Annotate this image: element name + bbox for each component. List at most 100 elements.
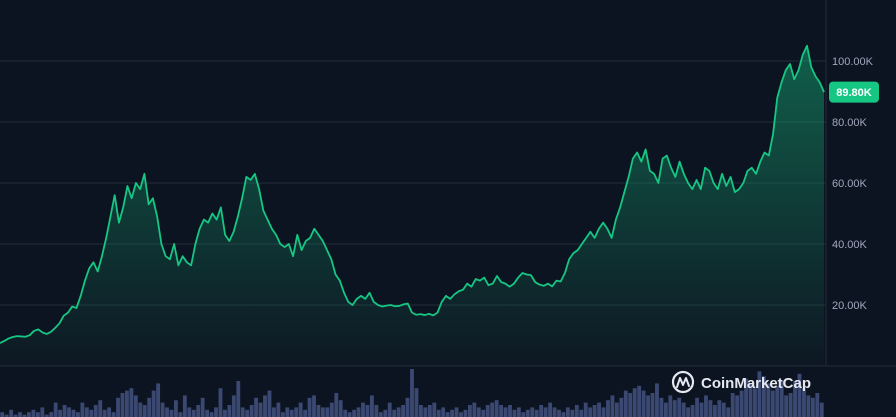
volume-bar [735,395,740,417]
volume-bar [205,409,210,417]
volume-bar [58,409,63,417]
volume-bar [316,405,321,417]
volume-bar [31,409,36,417]
volume-bar [508,405,512,417]
volume-bar [236,381,241,417]
volume-bar [267,390,272,417]
volume-bar [606,400,610,417]
volume-bar [49,412,54,417]
volume-bar [463,409,468,417]
volume-bar [481,409,486,417]
volume-bar [35,412,40,417]
y-tick-label: 60.00K [832,178,868,190]
volume-bar [770,390,775,417]
volume-bar [704,395,708,417]
volume-bar [655,383,659,417]
volume-bar [62,405,67,417]
volume-bar [347,412,352,417]
volume-bar [361,402,365,417]
y-tick-label: 40.00K [832,239,868,251]
volume-bar [472,402,477,417]
volume-bar [695,397,699,417]
volume-bar [147,397,152,417]
volume-bar [67,407,71,417]
volume-bar [182,395,187,417]
volume-bar [663,402,668,417]
volume-bar [196,405,201,417]
volume-bar [681,402,686,417]
volume-bar [76,412,80,417]
volume-bar [298,402,303,417]
volume-bar [4,414,9,417]
volume-bar [214,407,218,417]
volume-bar [245,409,250,417]
volume-bar [454,407,459,417]
volume-bars [0,369,824,417]
volume-bar [383,409,388,417]
volume-bar [561,412,566,417]
volume-bar [516,407,521,417]
volume-bar [200,397,205,417]
volume-bar [294,407,299,417]
volume-bar [677,397,682,417]
volume-bar [726,407,731,417]
volume-bar [396,407,401,417]
current-price-badge: 89.80K [829,81,879,103]
volume-bar [53,402,58,417]
volume-bar [623,390,628,417]
price-area [0,45,824,366]
volume-bar [650,393,655,417]
volume-bar [142,405,147,417]
volume-bar [191,409,196,417]
y-axis-ticks: 20.00K 40.00K 60.00K 80.00K 100.00K [832,56,874,312]
volume-bar [450,409,455,417]
volume-bar [543,407,548,417]
volume-bar [592,405,597,417]
volume-bar [819,402,824,417]
volume-bar [712,405,717,417]
volume-bar [784,395,789,417]
volume-bar [525,409,530,417]
volume-bar [619,397,624,417]
volume-bar [374,405,379,417]
volume-bar [169,409,174,417]
volume-bar [133,395,138,417]
volume-bar [775,385,780,417]
volume-bar [151,390,156,417]
coinmarketcap-brand: CoinMarketCap [671,370,811,394]
volume-bar [209,412,214,417]
volume-bar [156,383,161,417]
volume-bar [646,395,650,417]
volume-bar [160,402,165,417]
volume-bar [530,407,535,417]
volume-bar [570,409,575,417]
volume-bar [312,395,316,417]
volume-bar [539,405,544,417]
volume-bar [708,400,713,417]
y-tick-label: 80.00K [832,117,868,129]
volume-bar [761,376,766,417]
volume-bar [285,407,290,417]
volume-bar [40,407,45,417]
volume-bar [325,407,330,417]
volume-bar [107,407,112,417]
volume-bar [793,381,797,417]
volume-bar [717,400,722,417]
y-tick-label: 100.00K [832,56,874,68]
volume-bar [445,412,450,417]
volume-bar [427,405,432,417]
price-line[interactable] [0,44,825,344]
volume-bar [263,395,267,417]
volume-bar [757,371,762,417]
volume-bar [441,407,446,417]
volume-bar [44,414,49,417]
volume-bar [329,402,334,417]
volume-bar [806,395,811,417]
volume-bar [579,409,584,417]
volume-bar [89,409,94,417]
y-tick-label: 20.00K [832,300,868,312]
volume-bar [574,405,579,417]
volume-bar [120,393,125,417]
